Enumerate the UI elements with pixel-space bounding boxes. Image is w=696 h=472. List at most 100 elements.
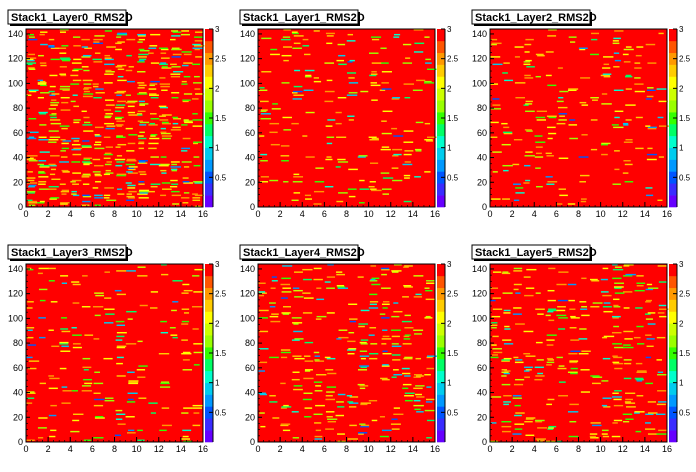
heatmap-cell — [391, 418, 398, 420]
heatmap-cell — [150, 80, 160, 83]
heatmap-cell — [304, 369, 313, 371]
heatmap-cell — [491, 43, 497, 46]
heatmap-cell — [635, 116, 643, 119]
heatmap-cell — [371, 419, 378, 422]
heatmap-cell — [105, 169, 111, 172]
heatmap-cell — [38, 437, 44, 439]
heatmap-cell — [192, 199, 201, 202]
heatmap-cell — [291, 122, 299, 125]
heatmap-cell — [578, 47, 588, 49]
heatmap-cell — [501, 420, 512, 423]
heatmap-cell — [502, 131, 513, 134]
heatmap-cell — [348, 348, 357, 350]
heatmap-cell — [272, 417, 280, 419]
heatmap-cell — [26, 190, 36, 193]
heatmap-cell — [50, 101, 60, 104]
heatmap-cell — [623, 344, 631, 346]
color-scale-bin — [437, 418, 445, 431]
z-tick-label: 3 — [447, 25, 452, 34]
heatmap-cell — [115, 320, 125, 323]
heatmap-cell — [115, 339, 123, 341]
heatmap-cell — [303, 89, 314, 92]
heatmap-cell — [426, 68, 437, 70]
heatmap-cell — [324, 90, 335, 93]
y-tick-label: 0 — [482, 202, 487, 212]
heatmap-cell — [39, 80, 46, 83]
heatmap-cell — [60, 139, 66, 141]
pad-title: Stack1_Layer2_RMS2D — [475, 12, 597, 24]
heatmap-cell — [490, 121, 499, 124]
x-tick-label: 0 — [23, 444, 28, 454]
heatmap-cell — [336, 136, 347, 138]
heatmap-cell — [28, 185, 35, 188]
heatmap-cell — [305, 156, 315, 158]
x-tick-label: 16 — [430, 209, 440, 219]
heatmap-cell — [181, 438, 191, 440]
heatmap-cell — [524, 420, 533, 423]
heatmap-cell — [501, 425, 512, 428]
heatmap-cell — [95, 181, 102, 183]
heatmap-cell — [503, 126, 510, 129]
heatmap-cell — [193, 156, 200, 158]
heatmap-cell — [403, 286, 413, 288]
heatmap-cell — [382, 364, 389, 366]
heatmap-cell — [579, 101, 587, 104]
heatmap-cell — [325, 398, 335, 401]
heatmap-cell — [294, 296, 304, 298]
heatmap-cell — [70, 74, 79, 77]
heatmap-cell — [183, 289, 193, 292]
heatmap-cell — [59, 125, 70, 127]
color-scale-bin — [205, 264, 213, 277]
heatmap-cell — [515, 359, 523, 361]
heatmap-cell — [580, 198, 587, 200]
color-scale-bin — [669, 159, 677, 172]
heatmap-cell — [656, 403, 666, 406]
heatmap-cell — [116, 335, 125, 338]
heatmap-cell — [403, 338, 411, 340]
heatmap-cell — [83, 158, 91, 161]
heatmap-cell — [557, 67, 563, 69]
heatmap-cell — [504, 328, 511, 330]
heatmap-cell — [382, 177, 394, 179]
heatmap-cell — [569, 361, 578, 364]
x-tick-label: 0 — [255, 209, 260, 219]
heatmap-cell — [105, 113, 114, 115]
heatmap-cell — [623, 124, 629, 126]
heatmap-cell — [49, 136, 61, 138]
heatmap-cell — [49, 377, 60, 380]
heatmap-cell — [160, 52, 167, 54]
heatmap-cell — [114, 434, 121, 437]
heatmap-cell — [614, 282, 625, 284]
heatmap-cell — [182, 283, 190, 286]
heatmap-cell — [126, 160, 137, 162]
heatmap-cell — [125, 416, 135, 418]
title-box — [239, 9, 359, 25]
x-tick-label: 12 — [154, 209, 164, 219]
x-tick-label: 4 — [68, 209, 73, 219]
heatmap-cell — [601, 103, 612, 105]
heatmap-cell — [116, 270, 127, 272]
heatmap-cell — [346, 40, 356, 42]
heatmap-cell — [191, 306, 203, 308]
heatmap-cell — [416, 79, 426, 82]
heatmap-cell — [382, 301, 390, 303]
heatmap-cell — [326, 391, 335, 393]
heatmap-cell — [160, 85, 170, 88]
heatmap-cell — [148, 190, 155, 193]
heatmap-cell — [491, 344, 497, 346]
heatmap-cell — [137, 41, 143, 43]
heatmap-cell — [48, 414, 57, 417]
y-tick-label: 60 — [13, 363, 23, 373]
heatmap-cell — [502, 271, 509, 273]
heatmap-cell — [104, 187, 114, 189]
heatmap-cell — [658, 32, 664, 35]
heatmap-cell — [326, 42, 333, 45]
color-scale-bin — [205, 275, 213, 289]
heatmap-cell — [149, 83, 158, 85]
heatmap-cell — [525, 417, 536, 419]
heatmap-cell — [60, 328, 69, 330]
heatmap-cell — [613, 398, 622, 401]
heatmap-cell — [171, 96, 179, 99]
heatmap-cell — [28, 204, 36, 206]
